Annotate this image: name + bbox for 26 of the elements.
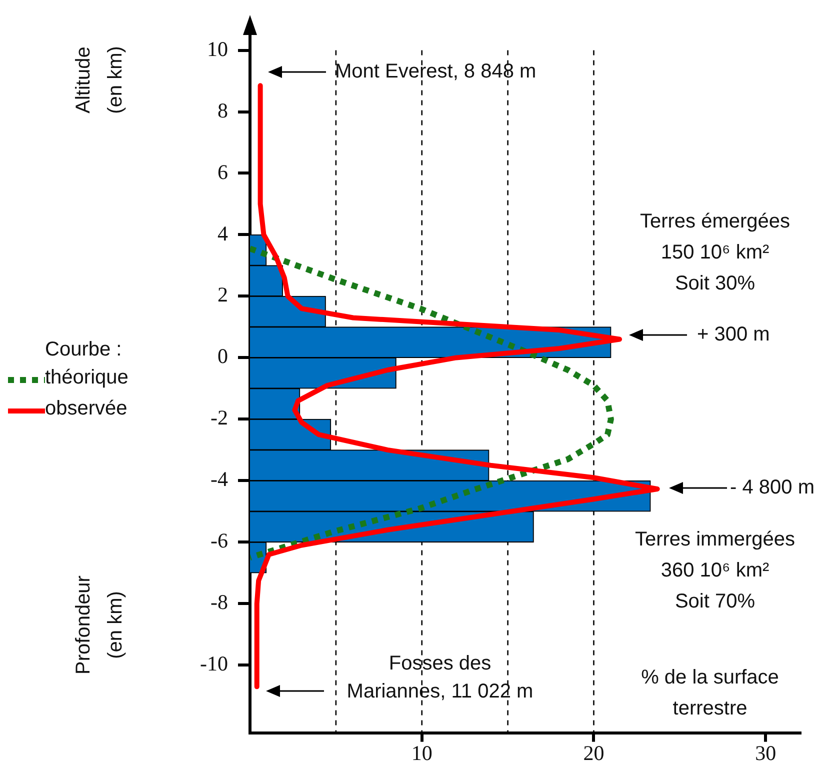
y-tick-label: -6 xyxy=(210,528,228,553)
y-tick-label: 10 xyxy=(206,36,228,61)
y-tick-label: 2 xyxy=(217,282,228,307)
annotation: Mont Everest, 8 848 m xyxy=(335,60,536,83)
annotation: Terres immergées 360 10⁶ km² Soit 70% xyxy=(634,528,796,613)
legend-label: observée xyxy=(45,398,128,420)
annotation: - 4 800 m xyxy=(730,476,814,499)
legend-title: Courbe : xyxy=(45,338,122,361)
y-tick-label: -8 xyxy=(210,590,228,614)
x-tick-label: 10 xyxy=(411,740,432,765)
y-tick-label: 8 xyxy=(217,98,228,122)
y-tick-label: -10 xyxy=(200,652,228,676)
y-tick-label: -4 xyxy=(210,467,228,492)
y-tick-label: 0 xyxy=(217,344,228,368)
y-tick-label: -2 xyxy=(210,406,228,430)
text: Profondeur (en km) xyxy=(72,575,127,674)
x-tick-label: 30 xyxy=(755,740,776,765)
legend-label: théorique xyxy=(45,366,128,389)
y-axis-title: Altitude (en km) xyxy=(72,46,127,114)
annotation: Fosses des Mariannes, 11 022 m xyxy=(346,652,534,703)
x-axis-title: % de la surface terrestre xyxy=(641,666,779,720)
y-tick-label: 6 xyxy=(217,160,228,184)
y-tick-label: 4 xyxy=(217,221,228,246)
annotation: Terres émergées 150 10⁶ km² Soit 30% xyxy=(640,210,790,295)
x-tick-label: 20 xyxy=(583,740,604,765)
annotation: + 300 m xyxy=(697,324,770,346)
